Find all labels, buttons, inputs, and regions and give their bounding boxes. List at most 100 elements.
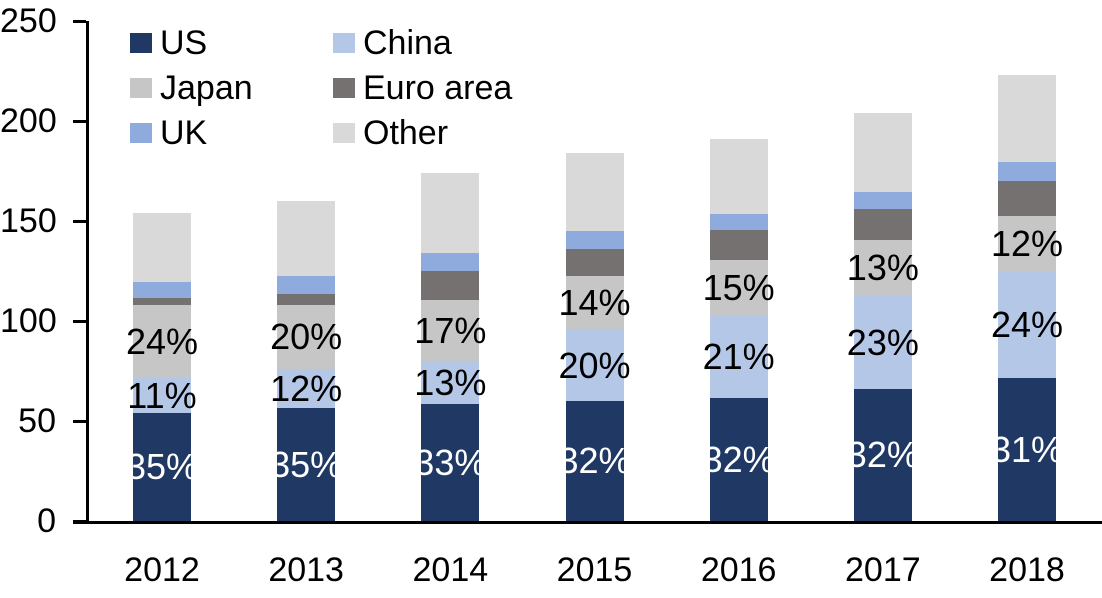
bar-2014-segment-china [421, 361, 480, 404]
bar-2015-segment-china [565, 330, 624, 401]
x-axis-label-2016: 2016 [700, 551, 777, 589]
y-axis-label: 250 [0, 2, 57, 40]
bar-2017-segment-other [853, 113, 912, 192]
bar-2016-label-china: 21% [702, 336, 775, 377]
bar-2012-segment-japan [133, 305, 191, 378]
bar-2016-segment-euro-area [709, 230, 768, 260]
bar-2016-segment-japan [709, 260, 768, 316]
legend-label-uk: UK [160, 114, 208, 152]
x-axis-label-2013: 2013 [268, 551, 344, 589]
legend-swatch-china [333, 33, 355, 53]
bar-2012-segment-uk [133, 282, 191, 298]
bar-2018-segment-other [998, 75, 1056, 162]
bar-2017-label-us: 32% [846, 434, 919, 475]
bar-2015-label-japan: 14% [558, 282, 631, 323]
y-axis-tick [73, 520, 86, 523]
bar-2018-label-china: 24% [990, 304, 1064, 345]
legend-label-japan: Japan [160, 69, 253, 107]
legend-item-uk: UK [130, 114, 207, 152]
bar-2016-label-japan: 15% [702, 267, 775, 308]
y-axis-tick [73, 320, 86, 323]
bar-2018-segment-us [998, 378, 1056, 521]
x-axis-label-2012: 2012 [124, 551, 200, 589]
bar-2017-label-japan: 13% [846, 247, 919, 288]
bar-2012-segment-china [133, 378, 191, 413]
bar-2013-label-china: 12% [270, 367, 343, 409]
bar-2013-segment-us [277, 408, 336, 521]
legend-item-us: US [130, 24, 207, 62]
bar-2017-segment-euro-area [853, 209, 912, 240]
legend-label-euro-area: Euro area [363, 69, 513, 107]
bar-2015-label-china: 20% [558, 344, 631, 386]
bar-2018-segment-euro-area [998, 181, 1056, 216]
legend-swatch-us [130, 33, 152, 53]
y-axis-tick [73, 420, 86, 423]
bar-2016-label-us: 32% [702, 438, 775, 480]
bar-2012-label-japan: 24% [125, 320, 199, 362]
legend-item-euro-area: Euro area [333, 69, 512, 107]
bar-2012-segment-other [133, 213, 191, 282]
legend-label-china: China [363, 24, 452, 62]
bar-2014-segment-us [421, 404, 480, 521]
y-axis-label: 200 [0, 102, 57, 140]
bar-2016-segment-china [709, 316, 768, 398]
bar-2018-label-us: 31% [990, 428, 1064, 470]
y-axis-tick [73, 20, 86, 23]
bar-2017-label-china: 23% [846, 321, 919, 363]
legend-swatch-japan [130, 78, 152, 98]
x-axis-label-2017: 2017 [845, 551, 921, 589]
bar-2013-label-japan: 20% [270, 316, 343, 357]
bar-2015-segment-other [565, 153, 624, 231]
bar-2015-segment-uk [565, 231, 624, 249]
bar-2012-label-us: 35% [125, 446, 199, 487]
y-axis-label: 50 [18, 402, 56, 440]
bar-2017-segment-us [853, 389, 912, 521]
bar-2015-segment-euro-area [565, 249, 624, 276]
bar-2012-segment-euro-area [133, 298, 191, 305]
y-axis-line [86, 21, 89, 524]
bar-2018-segment-china [998, 272, 1056, 378]
bar-2018-segment-uk [998, 162, 1056, 181]
bar-2013-segment-euro-area [277, 294, 336, 305]
legend-swatch-euro-area [333, 78, 355, 98]
x-axis-label-2014: 2014 [412, 551, 489, 589]
bar-2014-label-china: 13% [414, 361, 487, 403]
y-axis-label: 0 [37, 502, 56, 540]
bar-2014-segment-uk [421, 253, 480, 271]
bar-2017-segment-japan [853, 240, 912, 296]
legend-label-other: Other [363, 114, 449, 152]
y-axis-tick [73, 120, 86, 123]
legend-item-japan: Japan [130, 69, 253, 107]
bar-2016-segment-uk [709, 214, 768, 230]
bar-2014-segment-euro-area [421, 271, 480, 300]
bar-2016-segment-us [709, 398, 768, 521]
x-axis-line [73, 521, 1102, 524]
legend-label-us: US [160, 24, 208, 62]
bar-2014-segment-japan [421, 300, 480, 361]
bar-2013-segment-china [277, 369, 336, 408]
bar-2014-segment-other [421, 173, 480, 253]
bar-2012-label-china: 11% [127, 374, 197, 416]
bar-2015-segment-japan [565, 276, 624, 330]
bar-2016-segment-other [709, 139, 768, 214]
legend-item-other: Other [333, 114, 448, 152]
bar-2015-label-us: 32% [558, 440, 631, 481]
bar-2018-segment-japan [998, 216, 1056, 272]
bar-2015-segment-us [565, 401, 624, 521]
legend-swatch-uk [130, 123, 152, 143]
bar-2017-segment-uk [853, 192, 912, 209]
x-axis-label-2015: 2015 [556, 551, 633, 589]
bar-2013-label-us: 35% [270, 443, 343, 485]
legend-swatch-other [333, 123, 355, 143]
x-axis-label-2018: 2018 [989, 551, 1065, 589]
bar-2013-segment-other [277, 201, 336, 276]
bar-2013-segment-japan [277, 305, 336, 369]
bar-2012-segment-us [133, 413, 191, 521]
bar-2018-label-japan: 12% [990, 223, 1064, 264]
bar-2014-label-us: 33% [414, 441, 487, 483]
bar-2013-segment-uk [277, 276, 336, 294]
bar-2017-segment-china [853, 296, 912, 389]
legend-item-china: China [333, 24, 452, 62]
bar-2014-label-japan: 17% [414, 309, 487, 351]
